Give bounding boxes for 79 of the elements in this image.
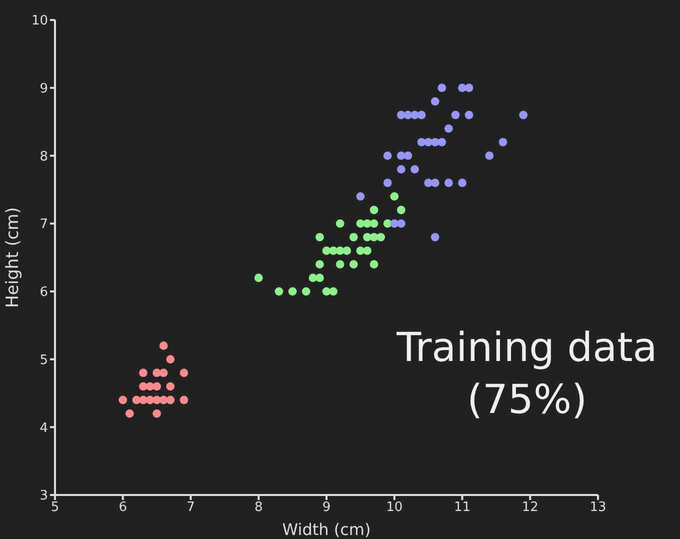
point (349, 260, 358, 268)
point (152, 382, 162, 391)
point (180, 396, 188, 404)
y-tick-label: 9 (40, 81, 48, 96)
point (152, 409, 162, 418)
y-tick-label: 6 (40, 285, 48, 300)
point (464, 110, 474, 120)
point (396, 206, 406, 214)
point (349, 232, 358, 242)
x-tick-label: 11 (454, 500, 471, 516)
point (498, 138, 508, 146)
point (444, 124, 453, 133)
point (458, 178, 466, 188)
point (430, 232, 440, 242)
point (376, 232, 385, 242)
y-axis-title: Height (cm) (3, 207, 24, 308)
point (166, 355, 175, 364)
point (430, 178, 440, 188)
point (519, 110, 528, 120)
x-axis-title: Width (cm) (282, 520, 371, 539)
point (458, 84, 466, 92)
point (329, 246, 338, 255)
point (166, 382, 175, 391)
point (396, 152, 406, 160)
point (125, 409, 134, 418)
point (396, 165, 406, 174)
point (336, 260, 344, 268)
y-tick-label: 3 (40, 488, 48, 504)
point (322, 246, 331, 255)
point (417, 110, 426, 120)
x-tick-label: 7 (186, 500, 195, 516)
point (159, 368, 168, 378)
point (118, 396, 128, 404)
y-tick-label: 7 (40, 217, 48, 232)
point (363, 232, 372, 242)
point (316, 232, 324, 242)
point (316, 274, 324, 282)
point (316, 260, 324, 268)
point (166, 396, 175, 404)
x-tick-label: 10 (386, 500, 403, 516)
point (274, 287, 284, 296)
point (430, 97, 440, 106)
x-tick-label: 6 (118, 500, 128, 516)
x-tick-label: 12 (522, 500, 538, 516)
point (356, 192, 365, 201)
annotation: Training data (75%) (396, 324, 658, 425)
point (396, 219, 406, 228)
point (485, 152, 494, 160)
x-tick-label: 13 (590, 500, 606, 516)
point (464, 84, 474, 92)
x-tick-label: 5 (50, 500, 60, 516)
point (383, 152, 392, 160)
point (438, 138, 446, 146)
point (370, 260, 378, 268)
point (302, 287, 310, 296)
y-tick-label: 4 (40, 420, 48, 436)
point (363, 246, 372, 255)
point (410, 165, 419, 174)
point (159, 342, 168, 350)
point (139, 368, 148, 378)
point (444, 178, 453, 188)
point (370, 219, 378, 228)
x-tick-label: 9 (322, 500, 331, 516)
point (451, 110, 460, 120)
point (390, 192, 399, 201)
point (383, 178, 392, 188)
x-tick-label: 8 (254, 500, 263, 516)
point (288, 287, 297, 296)
y-tick-label: 5 (40, 352, 48, 368)
point (336, 219, 344, 228)
point (254, 274, 263, 282)
y-tick-label: 8 (40, 149, 48, 164)
y-tick-label: 10 (31, 14, 48, 29)
point (342, 246, 352, 255)
point (404, 152, 412, 160)
point (180, 368, 188, 378)
point (370, 206, 378, 214)
point (329, 287, 338, 296)
point (438, 84, 446, 92)
